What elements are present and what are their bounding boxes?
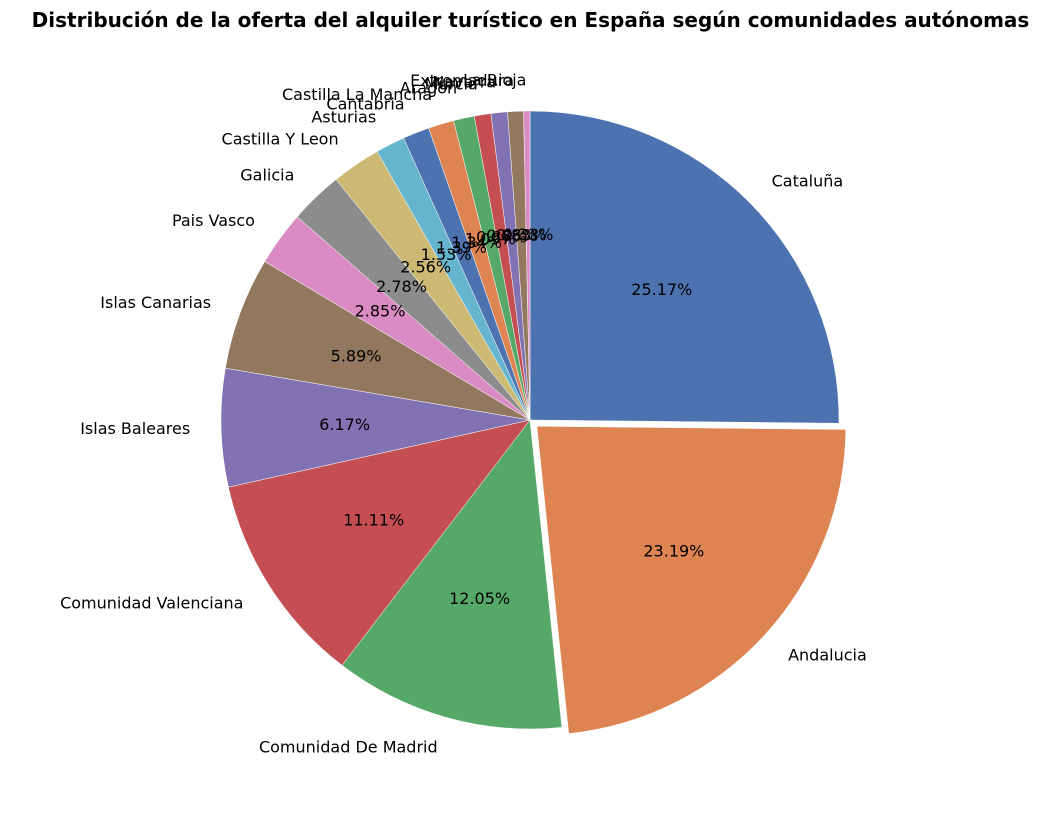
percent-label-aragon: 1.09% bbox=[465, 229, 516, 248]
percent-label-cataluna: 25.17% bbox=[631, 280, 692, 299]
percent-label-asturias: 1.53% bbox=[421, 245, 472, 264]
category-label-castilla-la-mancha: Castilla La Mancha bbox=[282, 85, 432, 104]
percent-label-cantabria: 1.39% bbox=[436, 238, 487, 257]
category-labels: Cataluña Andalucia Comunidad De Madrid Comu… bbox=[60, 71, 867, 757]
category-label-castilla-y-leon: Castilla Y Leon bbox=[222, 130, 339, 149]
pie-slice-la-rioja bbox=[523, 110, 531, 421]
category-label-comunidad-valenciana: Comunidad Valenciana bbox=[60, 593, 243, 612]
category-label-comunidad-de-madrid: Comunidad De Madrid bbox=[259, 738, 438, 757]
pie-slice-comunidad-de-madrid bbox=[341, 419, 563, 730]
category-label-asturias: Asturias bbox=[311, 107, 376, 126]
category-label-cataluna: Cataluña bbox=[772, 171, 844, 190]
percent-label-extremadura: 0.83% bbox=[496, 225, 547, 244]
percent-label-islas-baleares: 6.17% bbox=[319, 415, 370, 434]
category-label-navarra: Navarra bbox=[432, 72, 496, 91]
percent-label-castilla-y-leon: 2.56% bbox=[400, 257, 451, 276]
category-label-la-rioja: La Rioja bbox=[463, 71, 526, 90]
category-label-extremadura: Extremadura bbox=[410, 71, 514, 90]
percent-labels: 25.17% 23.19% 12.05% 11.11% 6.17% 5.89% 2.85% 2… bbox=[319, 225, 704, 608]
category-label-murcia: Murcia bbox=[425, 75, 478, 94]
percent-label-murcia: 0.87% bbox=[476, 227, 527, 246]
category-label-pais-vasco: Pais Vasco bbox=[172, 211, 255, 230]
pie-slice-cataluna bbox=[529, 110, 840, 424]
category-label-islas-baleares: Islas Baleares bbox=[80, 419, 190, 438]
percent-label-castilla-la-mancha: 1.34% bbox=[451, 233, 502, 252]
category-label-cantabria: Cantabria bbox=[326, 95, 404, 114]
percent-label-comunidad-de-madrid: 12.05% bbox=[449, 589, 510, 608]
percent-label-comunidad-valenciana: 11.11% bbox=[343, 510, 404, 529]
category-label-aragon: Aragon bbox=[400, 78, 457, 97]
percent-label-navarra: 0.86% bbox=[486, 226, 537, 245]
category-label-andalucia: Andalucia bbox=[788, 646, 867, 665]
category-label-islas-canarias: Islas Canarias bbox=[100, 293, 211, 312]
pie-slices bbox=[220, 110, 847, 734]
percent-label-galicia: 2.78% bbox=[376, 277, 427, 296]
percent-label-andalucia: 23.19% bbox=[643, 542, 704, 561]
percent-label-la-rioja: 0.33% bbox=[503, 225, 554, 244]
pie-slice-comunidad-valenciana bbox=[228, 419, 531, 666]
pie-slice-andalucia bbox=[536, 425, 847, 734]
pie-slice-islas-baleares bbox=[220, 367, 531, 488]
category-label-galicia: Galicia bbox=[240, 166, 294, 185]
percent-label-pais-vasco: 2.85% bbox=[355, 302, 406, 321]
chart-title: Distribución de la oferta del alquiler t… bbox=[31, 8, 1030, 32]
percent-label-islas-canarias: 5.89% bbox=[331, 346, 382, 365]
